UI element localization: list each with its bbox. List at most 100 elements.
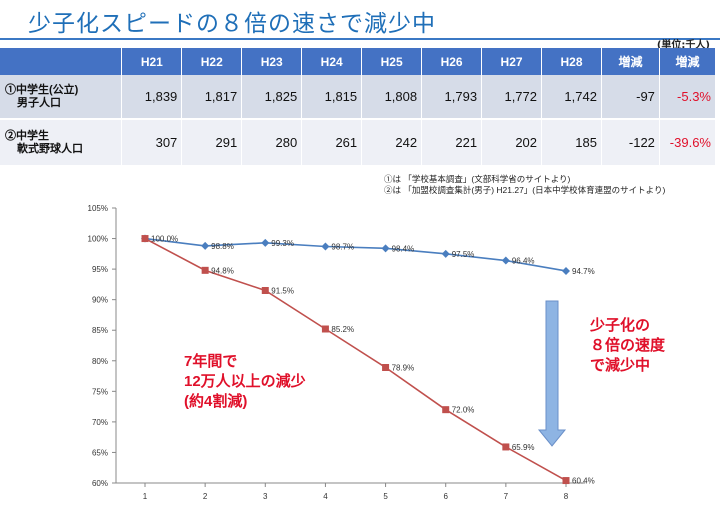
row-label-line2: 軟式野球人口 [17,142,83,155]
data-label: 85.2% [331,325,354,334]
data-point [201,241,210,250]
table-cell: 280 [241,118,303,165]
data-label: 98.8% [211,242,234,251]
y-tick-label: 95% [92,265,108,274]
source-note-1: ①は 「学校基本調査」(文部科学省のサイトより) [384,174,571,184]
table-cell: 1,742 [541,75,602,119]
table-cell: 221 [421,118,483,165]
data-point [321,242,330,251]
line-chart: 60%65%70%75%80%85%90%95%100%105%1 2 3 4 5 6 7 8… [88,204,595,501]
series-line-1 [144,237,567,272]
y-tick-label: 90% [92,296,108,305]
annotation-line: 12万人以上の減少 [184,373,306,390]
table-header-cell: H22 [181,48,243,75]
data-table: H21 H22 H23 H24 H25 H26 H27 H28 増減 増減 ①中… [0,48,717,165]
data-point [141,235,149,243]
data-label: 97.5% [452,250,475,259]
data-label: 98.7% [331,243,354,252]
table-header-cell: 増減 [601,48,660,75]
table-cell: 1,772 [481,75,543,119]
data-label: 100.0% [151,235,178,244]
table-header-cell: H27 [481,48,543,75]
y-tick-label: 105% [88,204,108,213]
data-label: 72.0% [452,406,475,415]
x-tick-label: 7 [504,492,509,501]
row-label-line1: ①中学生(公立) [5,83,79,96]
table-cell: 242 [361,118,423,165]
annotation-line: ８倍の速度 [590,337,666,354]
y-tick-label: 100% [88,235,108,244]
table-cell: 261 [301,118,363,165]
annotation-line: (約4割減) [184,393,248,410]
table-cell: 1,793 [421,75,483,119]
diff-cell: -122 [601,118,660,165]
data-point [441,249,450,258]
y-tick-label: 70% [92,418,108,427]
table-cell: 1,825 [241,75,303,119]
source-note-2: ②は 「加盟校調査集計(男子) H21.27」(日本中学校体育連盟のサイトより) [384,185,666,195]
x-tick-label: 3 [263,492,268,501]
page-title: 少子化スピードの８倍の速さで減少中 [28,11,436,37]
data-point [502,443,510,451]
data-label: 99.3% [271,239,294,248]
table-header-cell: H28 [541,48,602,75]
data-label: 78.9% [392,364,415,373]
source-notes: ①は 「学校基本調査」(文部科学省のサイトより) ②は 「加盟校調査集計(男子)… [384,174,665,196]
y-tick-label: 65% [92,448,108,457]
table-header-cell: 増減 [659,48,717,75]
row-label-line2: 男子人口 [17,96,61,109]
table-header-cell [0,48,123,75]
table-cell: 1,808 [361,75,423,119]
data-point [201,266,209,274]
decline-annotation: 7年間で 12万人以上の減少 (約4割減) [184,352,306,412]
series-line-2 [144,237,567,482]
y-tick-label: 80% [92,357,108,366]
table-header-cell: H23 [241,48,303,75]
data-point [442,406,450,414]
table-header-cell: H24 [301,48,363,75]
data-label: 94.7% [572,267,595,276]
data-point [562,266,570,275]
y-tick-label: 60% [92,479,108,488]
x-tick-label: 6 [443,492,448,501]
table-cell: 307 [121,118,183,165]
x-tick-label: 1 [143,492,148,501]
table-row: ①中学生(公立) 男子人口 1,839 1,817 1,825 1,815 1,8… [0,75,717,119]
down-arrow-icon [537,300,567,447]
x-tick-label: 8 [564,492,569,501]
unit-label: (単位:千人) [656,40,710,51]
table-header-row: H21 H22 H23 H24 H25 H26 H27 H28 増減 増減 [0,48,717,75]
table-row: ②中学生 軟式野球人口 307 291 280 261 242 221 202 1… [0,118,717,165]
x-tick-label: 2 [203,492,208,501]
data-point [261,238,270,247]
x-tick-label: 4 [323,492,328,501]
data-point [562,477,570,485]
row-label-line1: ②中学生 [5,129,49,142]
pct-cell: -5.3% [659,75,717,119]
title-divider [0,38,720,40]
table-header-cell: H26 [421,48,483,75]
row-label: ②中学生 軟式野球人口 [0,118,123,165]
table-header-cell: H21 [121,48,183,75]
data-label: 96.4% [512,257,535,266]
data-point [501,256,510,265]
data-label: 60.4% [572,477,595,486]
data-point [261,287,269,294]
y-tick-label: 85% [92,326,108,335]
table-cell: 202 [481,118,543,165]
data-label: 91.5% [271,287,294,296]
data-label: 65.9% [512,443,535,452]
x-tick-label: 5 [383,492,388,501]
data-point [321,325,329,333]
annotation-line: で減少中 [590,357,651,374]
data-point [382,364,390,371]
y-tick-label: 75% [92,387,108,396]
data-label: 94.8% [211,266,234,275]
data-point [381,244,390,253]
annotation-line: 7年間で [184,353,238,370]
pct-cell: -39.6% [659,118,717,165]
table-cell: 1,839 [121,75,183,119]
table-cell: 185 [541,118,602,165]
speed-annotation: 少子化の ８倍の速度 で減少中 [590,316,665,376]
table-cell: 1,815 [301,75,363,119]
